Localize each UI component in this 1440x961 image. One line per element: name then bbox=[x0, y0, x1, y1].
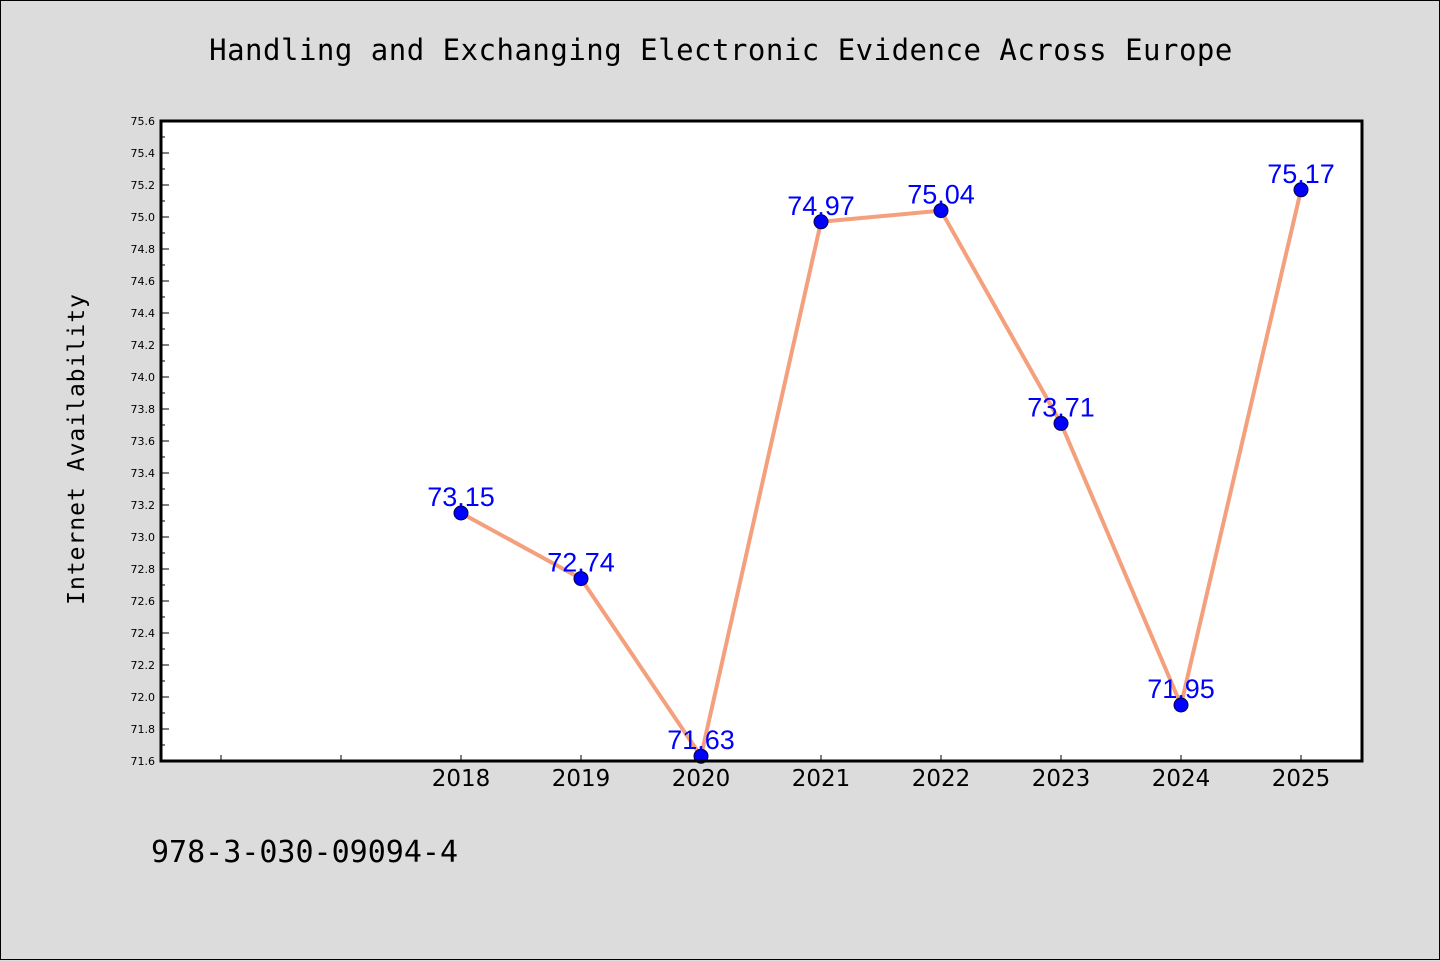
y-tick-label: 72.6 bbox=[131, 595, 156, 608]
series-line bbox=[459, 187, 1303, 759]
y-tick-label: 72.8 bbox=[131, 563, 156, 576]
data-label: 72.74 bbox=[547, 548, 615, 578]
y-tick-label: 73.6 bbox=[131, 435, 156, 448]
x-tick-label: 2019 bbox=[552, 766, 611, 792]
y-tick-label: 73.0 bbox=[131, 531, 156, 544]
chart-title: Handling and Exchanging Electronic Evide… bbox=[209, 33, 1233, 67]
data-point bbox=[813, 214, 829, 230]
data-point bbox=[453, 505, 469, 521]
data-label: 73.71 bbox=[1027, 392, 1095, 422]
plot-area bbox=[161, 121, 1362, 761]
data-point bbox=[1293, 182, 1309, 198]
data-label: 74.97 bbox=[787, 191, 855, 221]
data-label: 75.17 bbox=[1267, 159, 1335, 189]
y-tick-label: 75.4 bbox=[131, 147, 156, 160]
y-tick-label: 74.6 bbox=[131, 275, 156, 288]
data-label: 71.63 bbox=[667, 725, 735, 755]
y-tick-label: 75.2 bbox=[131, 179, 156, 192]
data-label: 75.04 bbox=[907, 180, 975, 210]
x-tick-label: 2020 bbox=[672, 766, 731, 792]
y-tick-label: 72.2 bbox=[131, 659, 156, 672]
data-point bbox=[1053, 415, 1069, 431]
x-tick-label: 2025 bbox=[1272, 766, 1331, 792]
y-tick-label: 73.4 bbox=[131, 467, 156, 480]
x-tick-label: 2022 bbox=[912, 766, 971, 792]
y-tick-label: 71.8 bbox=[131, 723, 156, 736]
y-tick-label: 72.0 bbox=[131, 691, 156, 704]
data-point bbox=[933, 203, 949, 219]
x-tick-label: 2024 bbox=[1152, 766, 1211, 792]
y-tick-label: 75.0 bbox=[131, 211, 156, 224]
x-tick-label: 2018 bbox=[432, 766, 491, 792]
x-tick-label: 2021 bbox=[792, 766, 851, 792]
y-tick-label: 74.0 bbox=[131, 371, 156, 384]
plot-frame bbox=[159, 119, 1364, 763]
data-label: 73.15 bbox=[427, 482, 495, 512]
data-point bbox=[1173, 697, 1189, 713]
data-point bbox=[573, 571, 589, 587]
footer-identifier: 978-3-030-09094-4 bbox=[151, 835, 459, 870]
y-tick-label: 73.8 bbox=[131, 403, 156, 416]
y-tick-label: 74.4 bbox=[131, 307, 156, 320]
y-tick-label: 75.6 bbox=[131, 115, 156, 128]
y-tick-label: 71.6 bbox=[131, 755, 156, 768]
y-tick-label: 74.2 bbox=[131, 339, 156, 352]
y-tick-label: 72.4 bbox=[131, 627, 156, 640]
data-label: 71.95 bbox=[1147, 674, 1215, 704]
y-tick-label: 74.8 bbox=[131, 243, 156, 256]
y-tick-label: 73.2 bbox=[131, 499, 156, 512]
x-tick-label: 2023 bbox=[1032, 766, 1091, 792]
